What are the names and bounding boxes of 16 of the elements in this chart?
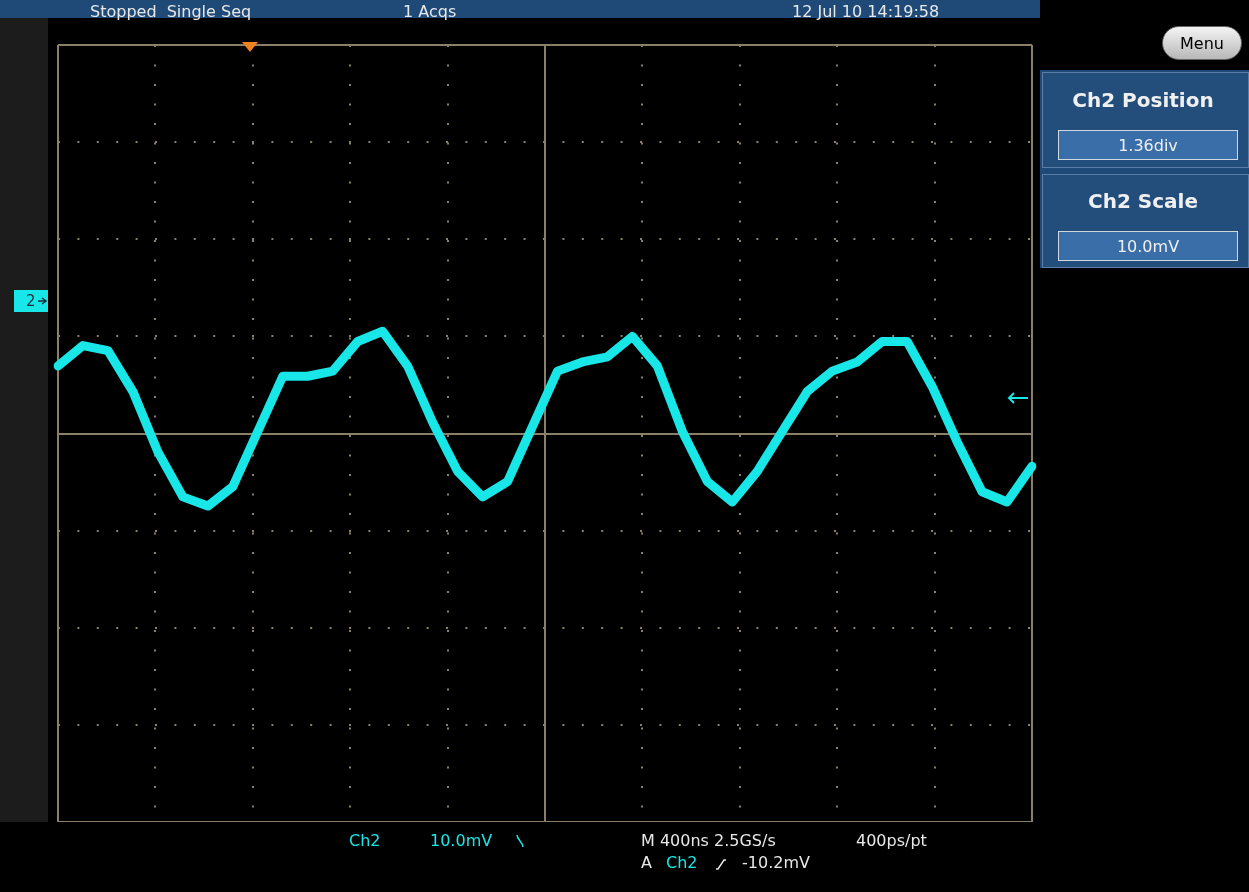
text: 2 xyxy=(26,292,36,310)
text: Ch2 xyxy=(349,831,381,850)
text: Stopped Single Seq xyxy=(90,2,252,21)
text: 12 Jul 10 14:19:58 xyxy=(792,2,940,21)
text: Menu xyxy=(1162,26,1242,60)
text: 1 Acqs xyxy=(403,2,457,21)
text: 10.0mV xyxy=(430,831,493,850)
text: M 400ns 2.5GS/s xyxy=(641,831,776,850)
text: 400ps/pt xyxy=(856,831,927,850)
text: -10.2mV xyxy=(742,853,810,872)
text: 1.36div xyxy=(1058,130,1238,160)
text: Ch2 Scale xyxy=(1087,189,1199,213)
text: Ch2 Position xyxy=(1071,88,1215,112)
text: A xyxy=(641,853,652,872)
text: 10.0mV xyxy=(1058,231,1238,261)
text: Ch2 xyxy=(666,853,698,872)
